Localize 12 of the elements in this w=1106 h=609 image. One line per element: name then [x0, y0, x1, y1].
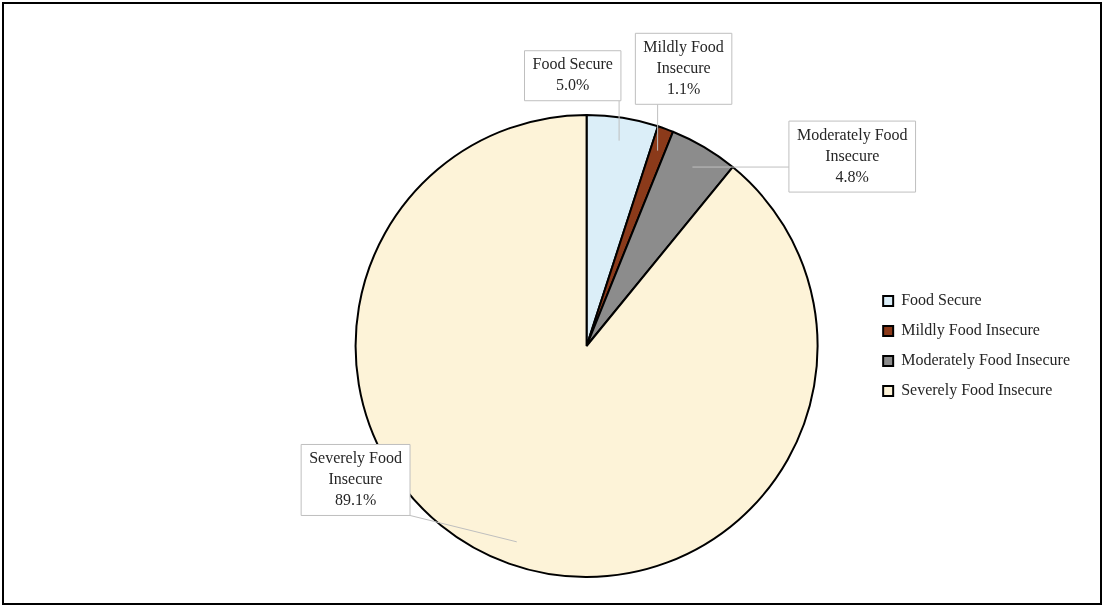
- slice-label: Moderately Food Insecure: [796, 125, 908, 164]
- legend-label: Severely Food Insecure: [901, 381, 1053, 400]
- legend-label: Moderately Food Insecure: [901, 351, 1071, 370]
- legend-label: Food Secure: [901, 291, 982, 309]
- legend-label: Mildly Food Insecure: [901, 321, 1040, 340]
- data-label: 5.0%: [556, 76, 590, 94]
- slice-label: Severely Food Insecure: [309, 449, 403, 488]
- data-label: 4.8%: [835, 167, 869, 185]
- data-label: 1.1%: [666, 80, 701, 97]
- data-label: 89.1%: [334, 491, 377, 509]
- slice-label: Food Secure: [532, 55, 613, 73]
- slice-label: Mildly Food Insecure: [643, 38, 724, 76]
